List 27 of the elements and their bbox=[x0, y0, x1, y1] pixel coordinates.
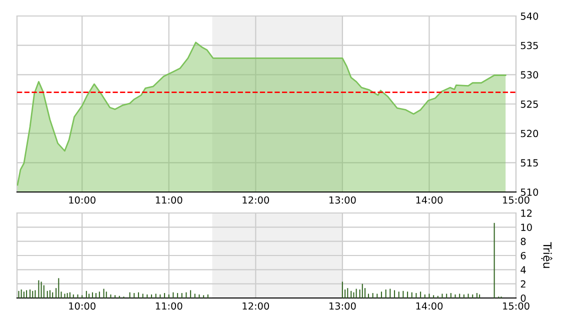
y-axis-title: Triệu bbox=[541, 242, 552, 268]
y-tick-label: 10 bbox=[521, 224, 532, 231]
x-tick-label: 11:00 bbox=[156, 302, 182, 310]
x-tick-label: 10:00 bbox=[69, 196, 96, 204]
x-tick-label: 11:00 bbox=[156, 196, 182, 204]
y-tick-label: 515 bbox=[520, 159, 538, 166]
y-tick-label: 535 bbox=[520, 42, 538, 50]
y-tick-label: 12 bbox=[521, 209, 532, 217]
x-tick-label: 10:00 bbox=[69, 302, 96, 310]
x-tick-label: 13:00 bbox=[329, 302, 356, 310]
y-tick-label: 0 bbox=[520, 294, 526, 302]
x-tick-label: 13:00 bbox=[329, 196, 356, 204]
x-tick-label: 14:00 bbox=[416, 302, 443, 310]
x-tick-label: 15:00 bbox=[503, 196, 530, 204]
x-tick-label: 12:00 bbox=[242, 302, 270, 310]
x-tick-label: 14:00 bbox=[416, 196, 443, 204]
y-tick-label: 525 bbox=[520, 100, 538, 108]
y-tick-label: 520 bbox=[520, 130, 538, 138]
y-tick-label: 4 bbox=[520, 266, 526, 274]
y-tick-label: 540 bbox=[520, 12, 538, 20]
y-tick-label: 8 bbox=[520, 238, 526, 246]
y-tick-label: 530 bbox=[520, 71, 538, 78]
y-tick-label: 6 bbox=[520, 252, 526, 260]
y-tick-label: 510 bbox=[520, 188, 538, 196]
y-tick-label: 2 bbox=[520, 280, 526, 288]
x-tick-label: 15:00 bbox=[503, 302, 530, 310]
x-tick-label: 12:00 bbox=[242, 196, 270, 204]
